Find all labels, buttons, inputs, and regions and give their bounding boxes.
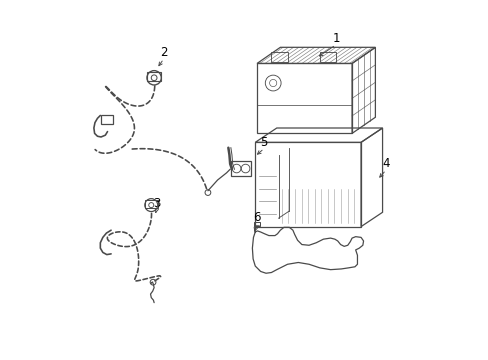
Text: 2: 2: [160, 46, 167, 59]
Text: 3: 3: [153, 197, 160, 210]
Bar: [271, 52, 287, 62]
Bar: [253, 222, 260, 226]
Bar: [230, 161, 250, 176]
Text: 5: 5: [260, 136, 267, 149]
Bar: [144, 200, 158, 208]
Bar: [319, 52, 335, 62]
Text: 6: 6: [253, 211, 260, 224]
Text: 1: 1: [331, 32, 339, 45]
Bar: [101, 116, 112, 125]
Bar: [147, 72, 161, 81]
Text: 4: 4: [382, 157, 389, 170]
